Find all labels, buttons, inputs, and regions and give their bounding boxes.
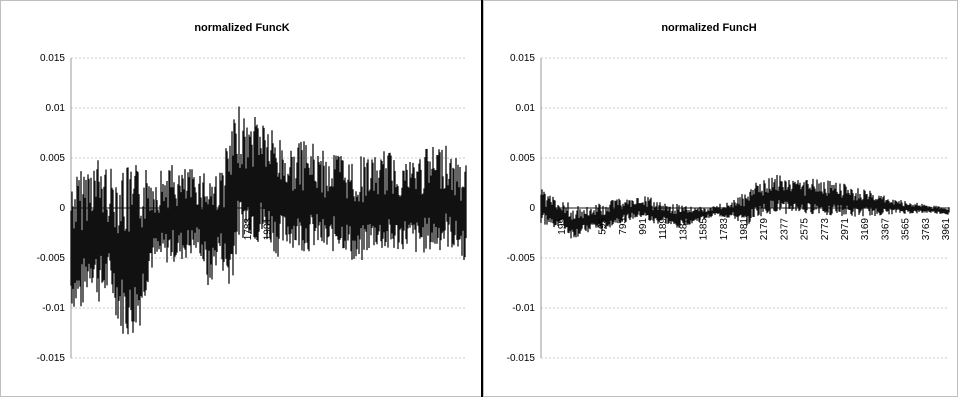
- x-tick-label: 199: [557, 218, 568, 235]
- y-tick-label: 0.005: [40, 153, 65, 164]
- x-tick-label: 1783: [243, 218, 254, 241]
- x-tick-label: 3169: [860, 218, 871, 241]
- y-tick-label: -0.005: [507, 253, 536, 264]
- y-tick-label: -0.015: [37, 353, 66, 364]
- x-tick-label: 3565: [901, 218, 912, 241]
- chart-title: normalized FuncK: [194, 22, 289, 34]
- x-tick-label: 1189: [658, 218, 669, 240]
- x-tick-label: 3367: [880, 218, 891, 241]
- y-tick-label: 0.015: [510, 53, 535, 64]
- chart-panel-funch: normalized FuncH 0.015 0.01 0.005 0 -0.005 -0…: [483, 0, 958, 397]
- x-tick-label: 2773: [820, 218, 831, 241]
- y-tick-label: 0: [59, 203, 65, 214]
- y-tick-label: 0: [529, 203, 535, 214]
- y-tick-label: 0.015: [40, 53, 65, 64]
- x-tick-label: 3961: [941, 218, 952, 241]
- x-tick-label: 1981: [263, 218, 274, 241]
- y-tick-label: -0.015: [507, 353, 536, 364]
- x-tick-label: 1585: [699, 218, 710, 241]
- chart-panel-funck: normalized FuncK 0.015 0.01 0.005 0 -0.005 -0…: [0, 0, 482, 397]
- x-tick-label: 793: [618, 218, 629, 235]
- x-tick-label: 1387: [678, 218, 689, 241]
- funck-chart-svg: normalized FuncK 0.015 0.01 0.005 0 -0.005 -0…: [1, 1, 483, 398]
- x-tick-label: 2575: [800, 218, 811, 241]
- x-tick-label: 595: [598, 218, 609, 235]
- x-tick-label: 991: [638, 218, 649, 235]
- y-tick-label: 0.005: [510, 153, 535, 164]
- x-tick-label: 2179: [759, 218, 770, 241]
- x-tick-label: 3763: [921, 218, 932, 241]
- y-tick-labels: 0.015 0.01 0.005 0 -0.005 -0.01 -0.015: [507, 53, 536, 364]
- funch-chart-svg: normalized FuncH 0.015 0.01 0.005 0 -0.005 -0…: [484, 1, 958, 398]
- x-tick-label: 1783: [719, 218, 730, 241]
- chart-title: normalized FuncH: [661, 22, 756, 34]
- x-tick-label: 1981: [739, 218, 750, 241]
- y-tick-label: -0.01: [512, 303, 535, 314]
- x-tick-label: 2971: [840, 218, 851, 241]
- y-tick-label: -0.01: [42, 303, 65, 314]
- y-tick-labels: 0.015 0.01 0.005 0 -0.005 -0.01 -0.015: [37, 53, 66, 364]
- y-tick-label: -0.005: [37, 253, 66, 264]
- x-tick-label: 2377: [779, 218, 790, 241]
- y-tick-label: 0.01: [516, 103, 536, 114]
- y-tick-label: 0.01: [46, 103, 66, 114]
